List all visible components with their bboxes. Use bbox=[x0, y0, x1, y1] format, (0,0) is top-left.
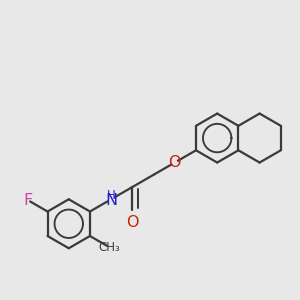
Text: O: O bbox=[126, 215, 139, 230]
Text: H: H bbox=[107, 189, 116, 202]
Text: F: F bbox=[23, 193, 33, 208]
Text: CH₃: CH₃ bbox=[98, 241, 120, 254]
Text: O: O bbox=[169, 155, 181, 170]
Text: N: N bbox=[105, 193, 117, 208]
